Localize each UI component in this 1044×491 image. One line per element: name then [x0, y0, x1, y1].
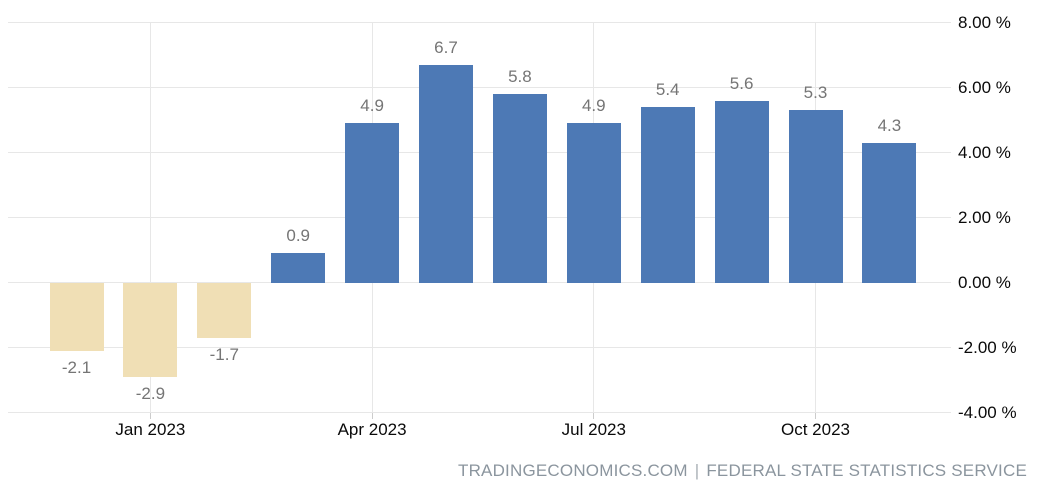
bar-value-label: 5.8: [508, 67, 532, 86]
bar[interactable]: [492, 94, 547, 283]
y-axis-tick-label: 8.00 %: [958, 12, 1011, 32]
y-axis-tick-label: 6.00 %: [958, 77, 1011, 97]
bar[interactable]: [197, 282, 252, 338]
y-axis-tick-label: 2.00 %: [958, 207, 1011, 227]
bar[interactable]: [271, 253, 326, 283]
attribution: TRADINGECONOMICS.COM | FEDERAL STATE STATI…: [458, 461, 1027, 481]
x-axis-tick-label: Apr 2023: [337, 420, 407, 439]
attribution-site: TRADINGECONOMICS.COM: [457, 461, 688, 480]
bar-value-label: -2.1: [61, 357, 92, 377]
bar-value-label: 0.9: [286, 226, 311, 246]
bar[interactable]: [862, 142, 917, 283]
y-axis-tick-label: 0.00 %: [958, 272, 1011, 292]
x-axis-tick-label: Jul 2023: [561, 420, 626, 439]
y-axis-tick-label: -4.00 %: [958, 402, 1017, 422]
bar[interactable]: [566, 123, 621, 283]
x-axis-tick-mark: [593, 412, 595, 419]
bar-value-label: -1.7: [209, 344, 239, 364]
bar[interactable]: [788, 110, 843, 283]
y-axis-tick-label: 4.00 %: [958, 142, 1011, 162]
x-axis-tick-mark: [815, 412, 816, 419]
bar[interactable]: [123, 282, 178, 377]
bar[interactable]: [345, 123, 400, 283]
bar-value-label: 6.7: [434, 37, 458, 57]
gridline-horizontal: [8, 152, 951, 153]
x-axis-tick-mark: [149, 412, 151, 419]
y-axis-tick-label: -2.00 %: [958, 337, 1017, 357]
gridline-horizontal: [8, 87, 951, 88]
gridline-horizontal: [8, 22, 951, 23]
attribution-source: FEDERAL STATE STATISTICS SERVICE: [706, 461, 1027, 480]
bar-value-label: 4.3: [877, 115, 902, 135]
bar-value-label: 5.6: [729, 73, 754, 93]
x-axis-tick-label: Oct 2023: [781, 420, 850, 439]
bar-value-label: 4.9: [360, 96, 384, 116]
bar[interactable]: [49, 282, 104, 351]
bar-value-label: 5.3: [803, 83, 828, 103]
gridline-horizontal: [8, 347, 951, 348]
gridline-horizontal: [8, 217, 951, 218]
bar[interactable]: [640, 107, 695, 283]
x-axis-tick-mark: [371, 412, 373, 419]
bar[interactable]: [714, 100, 769, 283]
gridline-horizontal: [8, 412, 951, 413]
x-axis-tick-label: Jan 2023: [115, 420, 186, 439]
bar-value-label: 4.9: [581, 96, 606, 116]
bar-value-label: -2.9: [135, 383, 166, 403]
attribution-separator: |: [694, 461, 700, 480]
bar-value-label: 5.4: [655, 80, 680, 99]
bar[interactable]: [419, 64, 473, 283]
gridline-horizontal: [8, 282, 951, 283]
gridline-vertical: [149, 22, 151, 413]
